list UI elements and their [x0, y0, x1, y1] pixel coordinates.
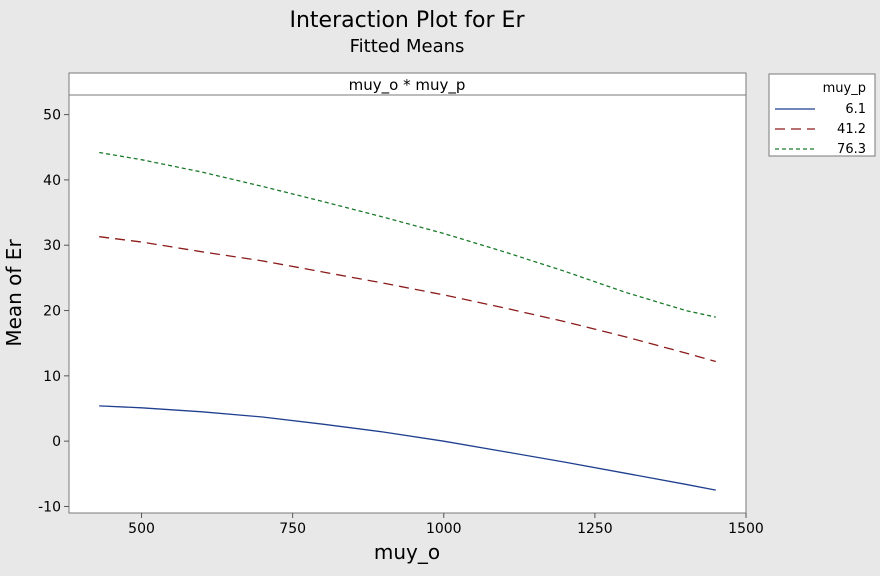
x-tick-label: 750: [279, 521, 306, 537]
legend-title: muy_p: [823, 81, 866, 96]
plot-area: [68, 72, 747, 514]
x-tick-label: 1000: [426, 521, 462, 537]
x-tick-label: 1500: [728, 521, 764, 537]
series-line-6.1: [99, 405, 716, 491]
y-axis: -10 0 10 20 30 40 50: [38, 108, 69, 515]
y-tick-label: 20: [43, 304, 61, 320]
series-group: [99, 151, 716, 491]
chart-title: Interaction Plot for Er: [290, 8, 526, 33]
panel-label: muy_o * muy_p: [349, 76, 466, 95]
legend-box: [768, 73, 876, 157]
y-tick-label: -10: [38, 499, 61, 515]
legend: muy_p 6.1 41.2 76.3: [768, 73, 876, 157]
y-tick-label: 40: [43, 173, 61, 189]
legend-items: 6.1 41.2 76.3: [775, 102, 866, 157]
legend-label: 6.1: [845, 102, 866, 117]
series-line-76.3: [99, 151, 716, 318]
y-tick-label: 10: [43, 369, 61, 385]
x-tick-label: 1250: [577, 521, 613, 537]
y-tick-label: 30: [43, 238, 61, 254]
x-axis-label: muy_o: [374, 540, 440, 564]
y-tick-label: 0: [52, 434, 61, 450]
legend-label: 76.3: [837, 142, 866, 157]
legend-label: 41.2: [837, 122, 866, 137]
x-axis: 500 750 1000 1250 1500: [128, 513, 764, 537]
y-axis-label: Mean of Er: [2, 239, 26, 347]
series-line-41.2: [99, 236, 716, 363]
y-tick-label: 50: [43, 108, 61, 124]
chart-subtitle: Fitted Means: [350, 36, 465, 57]
x-tick-label: 500: [128, 521, 155, 537]
